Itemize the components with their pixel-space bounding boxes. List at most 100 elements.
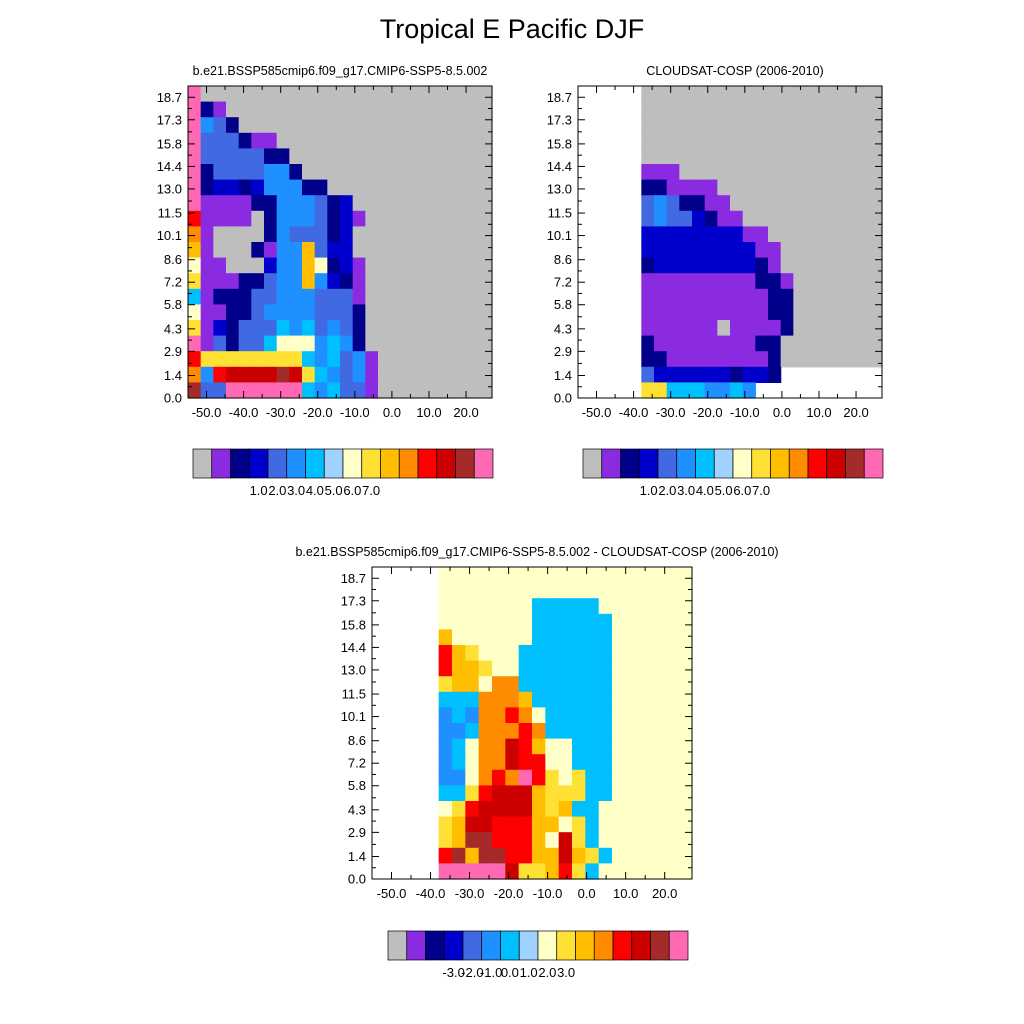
heatmap-cell [327, 86, 341, 103]
heatmap-cell [704, 351, 718, 368]
heatmap-cell [678, 598, 693, 615]
heatmap-cell [264, 351, 278, 368]
heatmap-cell [755, 179, 769, 196]
heatmap-cell [768, 226, 782, 243]
heatmap-cell [478, 660, 493, 677]
heatmap-cell [585, 598, 600, 615]
heatmap-cell [238, 226, 252, 243]
plot-frame [371, 566, 693, 880]
heatmap-cell [340, 366, 354, 383]
heatmap-cell [302, 257, 316, 274]
heatmap-cell [545, 645, 560, 662]
heatmap-cell [558, 738, 573, 755]
heatmap-cell [188, 351, 202, 368]
heatmap-cell [666, 242, 680, 259]
heatmap-cell [518, 676, 533, 693]
heatmap-cell [441, 351, 455, 368]
heatmap-cell [742, 148, 756, 165]
heatmap-cell [276, 382, 290, 399]
heatmap-cell [466, 351, 480, 368]
heatmap-cell [665, 691, 680, 708]
heatmap-cell [465, 707, 480, 724]
heatmap-cell [276, 257, 290, 274]
heatmap-cell [276, 210, 290, 227]
heatmap-cell [755, 101, 769, 118]
colorbar-box [406, 930, 426, 961]
heatmap-cell [768, 273, 782, 290]
heatmap-cell [428, 86, 442, 103]
colorbar-box [443, 930, 464, 961]
heatmap-cell [532, 676, 546, 693]
heatmap-cell [441, 320, 455, 337]
heatmap-cell [742, 335, 756, 352]
heatmap-cell [302, 195, 316, 212]
heatmap-cell [612, 676, 626, 693]
heatmap-cell [717, 179, 731, 196]
heatmap-cell [692, 148, 706, 165]
y-tick-label: 2.9 [348, 825, 366, 840]
heatmap-cell [492, 832, 506, 849]
colorbar-label: 1.0 [250, 483, 268, 498]
heatmap-cell [428, 226, 442, 243]
heatmap-cell [276, 242, 290, 259]
heatmap-cell [717, 351, 731, 368]
plot-frame [187, 85, 493, 399]
heatmap-cell [390, 210, 404, 227]
heatmap-cell [844, 288, 858, 305]
heatmap-cell [465, 598, 480, 615]
heatmap-cell [818, 117, 832, 134]
heatmap-cell [505, 629, 520, 646]
heatmap-cell [666, 132, 680, 149]
heatmap-cell [276, 164, 290, 181]
y-tick-label: 1.4 [554, 368, 572, 383]
heatmap-cell [314, 273, 328, 290]
heatmap-cell [692, 86, 706, 103]
heatmap-cell [665, 801, 680, 818]
heatmap-cell [545, 676, 560, 693]
heatmap-cell [454, 101, 468, 118]
heatmap-cell [625, 613, 640, 630]
heatmap-cell [441, 210, 455, 227]
heatmap-cell [505, 863, 520, 880]
heatmap-cell [545, 769, 560, 786]
heatmap-cell [454, 257, 468, 274]
heatmap-cell [612, 567, 626, 584]
x-tick-label: -50.0 [582, 405, 612, 420]
colorbar-box [845, 448, 865, 479]
heatmap-cell [717, 117, 731, 134]
heatmap-cell [390, 320, 404, 337]
heatmap-cell [378, 179, 392, 196]
colorbar-box [863, 448, 884, 479]
heatmap-cell [652, 567, 666, 584]
heatmap-cell [454, 117, 468, 134]
heatmap-cell [818, 132, 832, 149]
heatmap-cell [188, 195, 202, 212]
heatmap-cell [730, 335, 744, 352]
heatmap-cell [598, 738, 613, 755]
heatmap-cell [327, 179, 341, 196]
heatmap-cell [226, 148, 240, 165]
heatmap-cell [641, 179, 655, 196]
heatmap-cell [340, 304, 354, 321]
heatmap-cell [704, 242, 718, 259]
heatmap-cell [352, 164, 366, 181]
heatmap-cell [780, 257, 794, 274]
heatmap-cell [416, 257, 430, 274]
heatmap-cell [598, 598, 613, 615]
heatmap-cell [598, 769, 613, 786]
heatmap-cell [251, 226, 265, 243]
heatmap-cell [327, 132, 341, 149]
heatmap-cell [438, 863, 453, 880]
heatmap-cell [558, 582, 573, 599]
heatmap-cell [652, 598, 666, 615]
heatmap-cell [654, 101, 668, 118]
x-tick-label: -30.0 [266, 405, 296, 420]
heatmap-cell [730, 304, 744, 321]
x-tick-label: -10.0 [533, 886, 563, 901]
heatmap-cell [327, 242, 341, 259]
heatmap-cell [441, 226, 455, 243]
y-tick-label: 4.3 [554, 321, 572, 336]
heatmap-cell [340, 273, 354, 290]
heatmap-cell [465, 723, 480, 740]
heatmap-cell [666, 195, 680, 212]
